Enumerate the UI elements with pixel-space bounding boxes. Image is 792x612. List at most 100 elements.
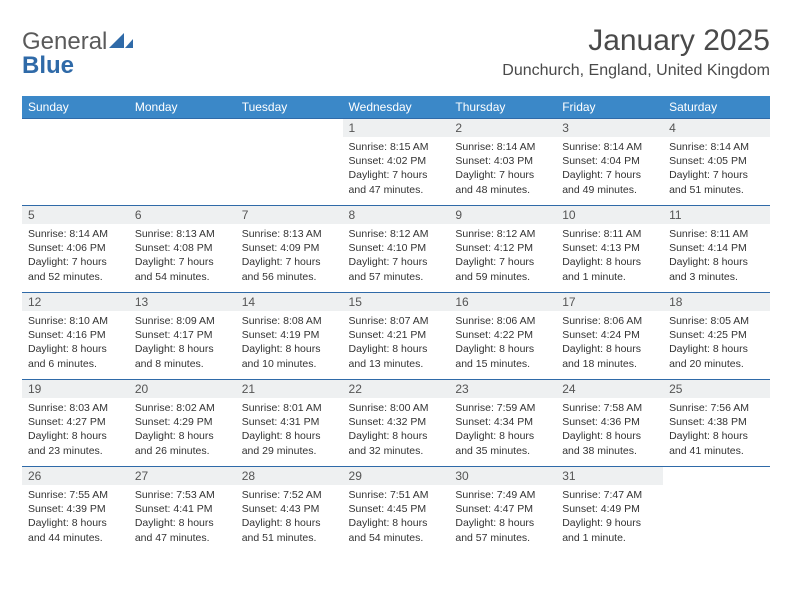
day-number: 26 — [22, 467, 129, 485]
calendar-cell: 22Sunrise: 8:00 AMSunset: 4:32 PMDayligh… — [343, 380, 450, 467]
day-number: 28 — [236, 467, 343, 485]
sun-info: Sunrise: 7:49 AMSunset: 4:47 PMDaylight:… — [449, 485, 556, 549]
calendar-cell — [236, 119, 343, 206]
day-number: 1 — [343, 119, 450, 137]
calendar-cell: 21Sunrise: 8:01 AMSunset: 4:31 PMDayligh… — [236, 380, 343, 467]
sun-info: Sunrise: 7:56 AMSunset: 4:38 PMDaylight:… — [663, 398, 770, 462]
weekday-header: Wednesday — [343, 96, 450, 119]
month-title: January 2025 — [502, 24, 770, 58]
calendar-cell: 8Sunrise: 8:12 AMSunset: 4:10 PMDaylight… — [343, 206, 450, 293]
day-number: 17 — [556, 293, 663, 311]
calendar-header: Sunday Monday Tuesday Wednesday Thursday… — [22, 96, 770, 119]
calendar-cell: 11Sunrise: 8:11 AMSunset: 4:14 PMDayligh… — [663, 206, 770, 293]
calendar-cell: 20Sunrise: 8:02 AMSunset: 4:29 PMDayligh… — [129, 380, 236, 467]
sun-info: Sunrise: 7:51 AMSunset: 4:45 PMDaylight:… — [343, 485, 450, 549]
sun-info: Sunrise: 8:13 AMSunset: 4:08 PMDaylight:… — [129, 224, 236, 288]
sun-info: Sunrise: 8:13 AMSunset: 4:09 PMDaylight:… — [236, 224, 343, 288]
sun-info: Sunrise: 8:07 AMSunset: 4:21 PMDaylight:… — [343, 311, 450, 375]
sun-info: Sunrise: 8:06 AMSunset: 4:24 PMDaylight:… — [556, 311, 663, 375]
calendar-cell: 3Sunrise: 8:14 AMSunset: 4:04 PMDaylight… — [556, 119, 663, 206]
day-number: 19 — [22, 380, 129, 398]
sun-info: Sunrise: 8:05 AMSunset: 4:25 PMDaylight:… — [663, 311, 770, 375]
calendar-cell: 18Sunrise: 8:05 AMSunset: 4:25 PMDayligh… — [663, 293, 770, 380]
calendar-cell: 23Sunrise: 7:59 AMSunset: 4:34 PMDayligh… — [449, 380, 556, 467]
sun-info: Sunrise: 8:02 AMSunset: 4:29 PMDaylight:… — [129, 398, 236, 462]
day-number: 2 — [449, 119, 556, 137]
calendar-cell: 16Sunrise: 8:06 AMSunset: 4:22 PMDayligh… — [449, 293, 556, 380]
calendar-cell: 15Sunrise: 8:07 AMSunset: 4:21 PMDayligh… — [343, 293, 450, 380]
calendar-cell: 24Sunrise: 7:58 AMSunset: 4:36 PMDayligh… — [556, 380, 663, 467]
day-number: 14 — [236, 293, 343, 311]
calendar-cell: 17Sunrise: 8:06 AMSunset: 4:24 PMDayligh… — [556, 293, 663, 380]
weekday-header: Tuesday — [236, 96, 343, 119]
sun-info: Sunrise: 8:11 AMSunset: 4:14 PMDaylight:… — [663, 224, 770, 288]
day-number: 6 — [129, 206, 236, 224]
sun-info: Sunrise: 7:58 AMSunset: 4:36 PMDaylight:… — [556, 398, 663, 462]
sun-info: Sunrise: 7:47 AMSunset: 4:49 PMDaylight:… — [556, 485, 663, 549]
sun-info: Sunrise: 8:14 AMSunset: 4:05 PMDaylight:… — [663, 137, 770, 201]
weekday-header: Monday — [129, 96, 236, 119]
calendar-week-row: 12Sunrise: 8:10 AMSunset: 4:16 PMDayligh… — [22, 293, 770, 380]
day-number: 25 — [663, 380, 770, 398]
calendar-cell: 28Sunrise: 7:52 AMSunset: 4:43 PMDayligh… — [236, 467, 343, 554]
calendar-cell: 1Sunrise: 8:15 AMSunset: 4:02 PMDaylight… — [343, 119, 450, 206]
day-number: 10 — [556, 206, 663, 224]
sun-info: Sunrise: 8:12 AMSunset: 4:12 PMDaylight:… — [449, 224, 556, 288]
sun-info: Sunrise: 8:14 AMSunset: 4:03 PMDaylight:… — [449, 137, 556, 201]
day-number: 21 — [236, 380, 343, 398]
sun-info: Sunrise: 8:15 AMSunset: 4:02 PMDaylight:… — [343, 137, 450, 201]
day-number: 20 — [129, 380, 236, 398]
day-number — [22, 119, 129, 137]
logo-text-b: Blue — [22, 52, 74, 80]
day-number: 5 — [22, 206, 129, 224]
sun-info: Sunrise: 8:08 AMSunset: 4:19 PMDaylight:… — [236, 311, 343, 375]
calendar-week-row: 26Sunrise: 7:55 AMSunset: 4:39 PMDayligh… — [22, 467, 770, 554]
sun-info: Sunrise: 7:59 AMSunset: 4:34 PMDaylight:… — [449, 398, 556, 462]
sun-info: Sunrise: 8:00 AMSunset: 4:32 PMDaylight:… — [343, 398, 450, 462]
calendar-cell: 6Sunrise: 8:13 AMSunset: 4:08 PMDaylight… — [129, 206, 236, 293]
day-number: 9 — [449, 206, 556, 224]
day-number: 7 — [236, 206, 343, 224]
sun-info: Sunrise: 8:12 AMSunset: 4:10 PMDaylight:… — [343, 224, 450, 288]
sun-info: Sunrise: 8:14 AMSunset: 4:04 PMDaylight:… — [556, 137, 663, 201]
calendar-cell: 14Sunrise: 8:08 AMSunset: 4:19 PMDayligh… — [236, 293, 343, 380]
calendar-page: General January 2025 Dunchurch, England,… — [0, 0, 792, 612]
header-row: General January 2025 Dunchurch, England,… — [22, 20, 770, 90]
day-number: 18 — [663, 293, 770, 311]
day-number: 22 — [343, 380, 450, 398]
day-number: 15 — [343, 293, 450, 311]
calendar-cell: 2Sunrise: 8:14 AMSunset: 4:03 PMDaylight… — [449, 119, 556, 206]
calendar-cell: 5Sunrise: 8:14 AMSunset: 4:06 PMDaylight… — [22, 206, 129, 293]
day-number: 13 — [129, 293, 236, 311]
calendar-cell: 25Sunrise: 7:56 AMSunset: 4:38 PMDayligh… — [663, 380, 770, 467]
day-number: 3 — [556, 119, 663, 137]
calendar-cell — [663, 467, 770, 554]
calendar-body: 1Sunrise: 8:15 AMSunset: 4:02 PMDaylight… — [22, 119, 770, 554]
day-number: 4 — [663, 119, 770, 137]
sun-info: Sunrise: 7:55 AMSunset: 4:39 PMDaylight:… — [22, 485, 129, 549]
sun-info: Sunrise: 8:10 AMSunset: 4:16 PMDaylight:… — [22, 311, 129, 375]
day-number: 23 — [449, 380, 556, 398]
location-text: Dunchurch, England, United Kingdom — [502, 62, 770, 80]
calendar-cell — [129, 119, 236, 206]
calendar-week-row: 19Sunrise: 8:03 AMSunset: 4:27 PMDayligh… — [22, 380, 770, 467]
calendar-cell — [22, 119, 129, 206]
calendar-cell: 10Sunrise: 8:11 AMSunset: 4:13 PMDayligh… — [556, 206, 663, 293]
calendar-cell: 30Sunrise: 7:49 AMSunset: 4:47 PMDayligh… — [449, 467, 556, 554]
day-number — [663, 467, 770, 485]
day-number: 11 — [663, 206, 770, 224]
calendar-cell: 12Sunrise: 8:10 AMSunset: 4:16 PMDayligh… — [22, 293, 129, 380]
sun-info: Sunrise: 8:03 AMSunset: 4:27 PMDaylight:… — [22, 398, 129, 462]
sun-info: Sunrise: 8:01 AMSunset: 4:31 PMDaylight:… — [236, 398, 343, 462]
calendar-cell: 29Sunrise: 7:51 AMSunset: 4:45 PMDayligh… — [343, 467, 450, 554]
calendar-cell: 4Sunrise: 8:14 AMSunset: 4:05 PMDaylight… — [663, 119, 770, 206]
sun-info: Sunrise: 7:53 AMSunset: 4:41 PMDaylight:… — [129, 485, 236, 549]
sun-info: Sunrise: 8:11 AMSunset: 4:13 PMDaylight:… — [556, 224, 663, 288]
day-number: 8 — [343, 206, 450, 224]
weekday-header: Thursday — [449, 96, 556, 119]
calendar-week-row: 1Sunrise: 8:15 AMSunset: 4:02 PMDaylight… — [22, 119, 770, 206]
weekday-header: Friday — [556, 96, 663, 119]
calendar-cell: 26Sunrise: 7:55 AMSunset: 4:39 PMDayligh… — [22, 467, 129, 554]
day-number: 31 — [556, 467, 663, 485]
day-number: 29 — [343, 467, 450, 485]
